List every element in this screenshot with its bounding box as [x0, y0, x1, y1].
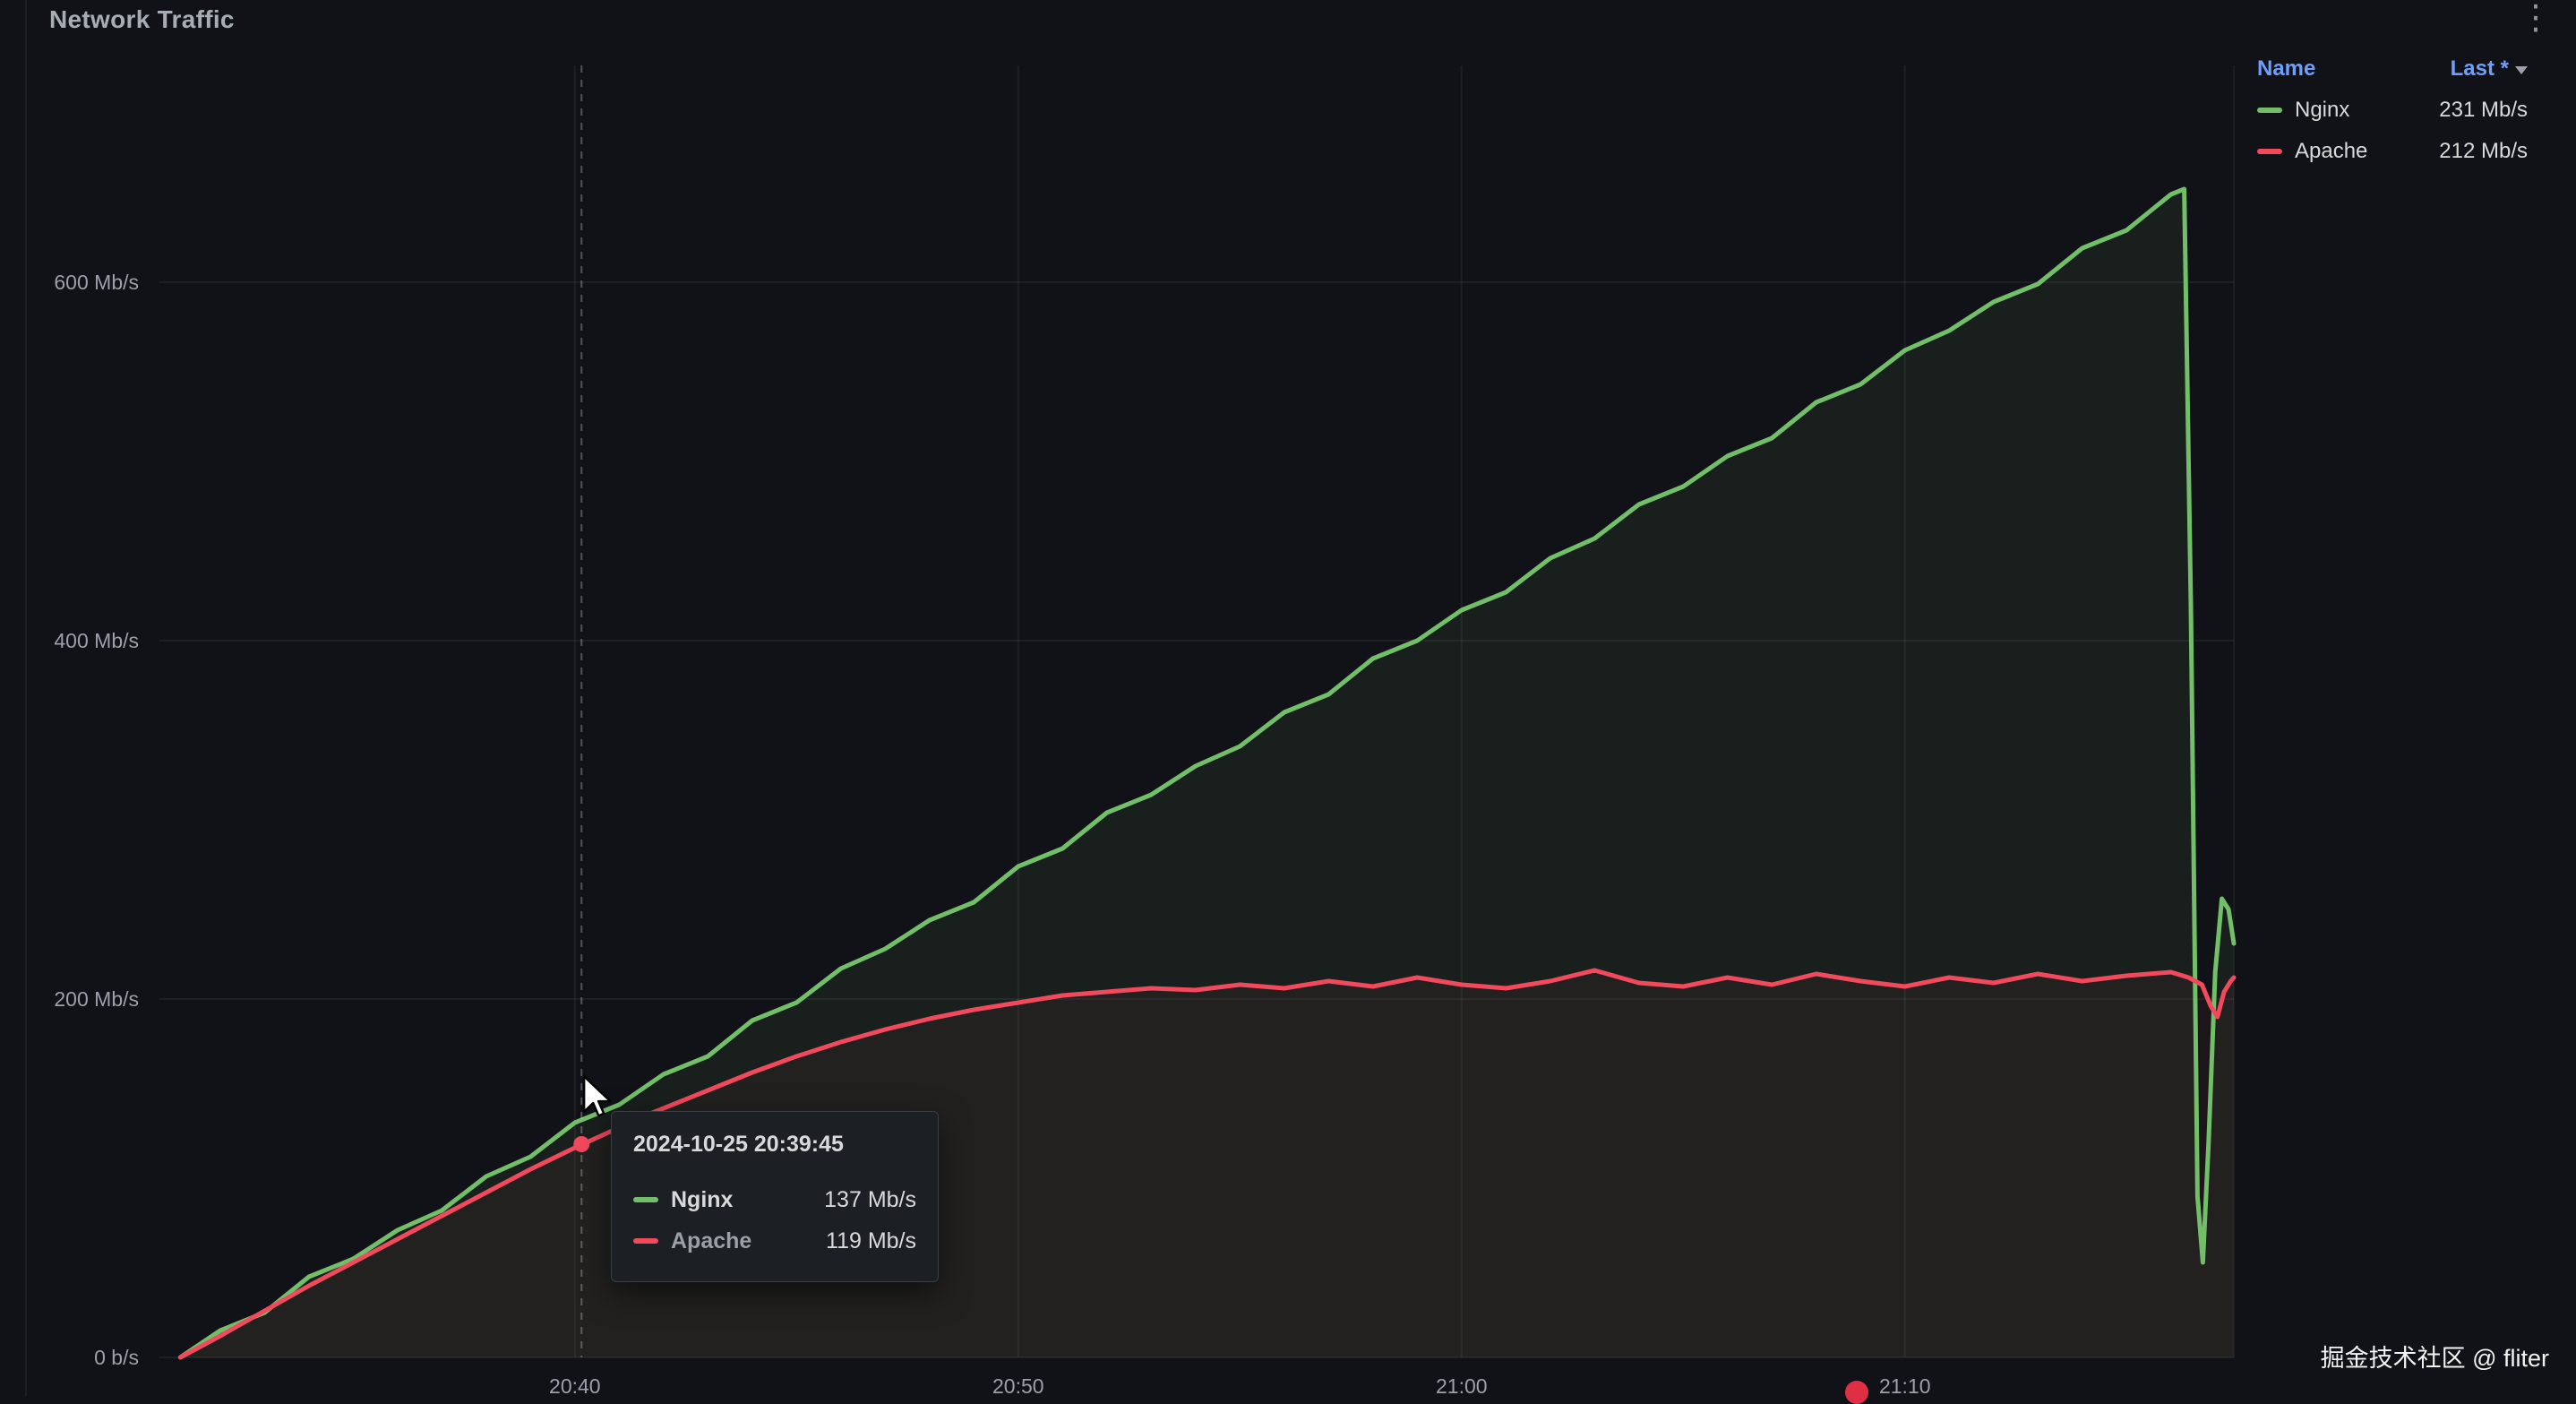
- series-area-nginx: [180, 189, 2234, 1357]
- legend-column-last[interactable]: Last *: [2451, 56, 2528, 82]
- tooltip-timestamp: 2024-10-25 20:39:45: [633, 1132, 844, 1157]
- legend-column-last-label: Last *: [2450, 56, 2509, 81]
- panel-menu-kebab-icon[interactable]: ⋮: [2519, 0, 2553, 37]
- watermark: 掘金技术社区 @ fliter: [2320, 1345, 2549, 1372]
- series-color-swatch: [633, 1197, 658, 1202]
- series-area-apache: [180, 970, 2234, 1357]
- legend: Name Last * Nginx 231 Mb/s Apache 212 Mb…: [2257, 48, 2528, 172]
- legend-series-name[interactable]: Apache: [2295, 139, 2368, 163]
- mouse-cursor: [582, 1075, 612, 1117]
- tooltip-series-value: 137 Mb/s: [824, 1186, 916, 1212]
- legend-series-name[interactable]: Nginx: [2295, 98, 2350, 122]
- legend-row-nginx: Nginx 231 Mb/s: [2257, 90, 2528, 131]
- recording-red-dot: [1845, 1381, 1868, 1404]
- y-axis-label: 600 Mb/s: [54, 271, 139, 294]
- x-axis-label: 20:50: [992, 1374, 1044, 1396]
- chevron-down-icon: [2515, 66, 2528, 74]
- series-color-swatch: [2257, 149, 2282, 154]
- tooltip-series-value: 119 Mb/s: [826, 1227, 916, 1253]
- y-axis-label: 0 b/s: [94, 1346, 139, 1369]
- legend-series-value: 212 Mb/s: [2439, 139, 2528, 163]
- tooltip-series-name: Nginx: [671, 1186, 734, 1212]
- series-line-apache: [177, 968, 2237, 1360]
- legend-row-apache: Apache 212 Mb/s: [2257, 131, 2528, 172]
- legend-column-name[interactable]: Name: [2257, 56, 2316, 81]
- y-axis-label: 200 Mb/s: [54, 987, 139, 1011]
- panel-title: Network Traffic: [49, 5, 235, 33]
- y-axis-label: 400 Mb/s: [54, 629, 139, 652]
- series-color-swatch: [633, 1238, 658, 1244]
- legend-series-value: 231 Mb/s: [2439, 98, 2528, 122]
- legend-header: Name Last *: [2257, 48, 2528, 90]
- hover-point: [573, 1136, 590, 1152]
- tooltip-series-name: Apache: [671, 1227, 752, 1253]
- x-axis-label: 20:40: [549, 1374, 601, 1396]
- series-line-nginx: [177, 186, 2237, 1360]
- panel-left-border: [25, 0, 27, 1396]
- tooltip-row-nginx: Nginx 137 Mb/s: [633, 1179, 916, 1220]
- chart-tooltip: 2024-10-25 20:39:45 Nginx 137 Mb/s Apach…: [611, 1111, 939, 1282]
- tooltip-row-apache: Apache 119 Mb/s: [633, 1220, 916, 1262]
- series-color-swatch: [2257, 108, 2282, 113]
- x-axis-label: 21:10: [1879, 1374, 1931, 1396]
- x-axis-label: 21:00: [1436, 1374, 1488, 1396]
